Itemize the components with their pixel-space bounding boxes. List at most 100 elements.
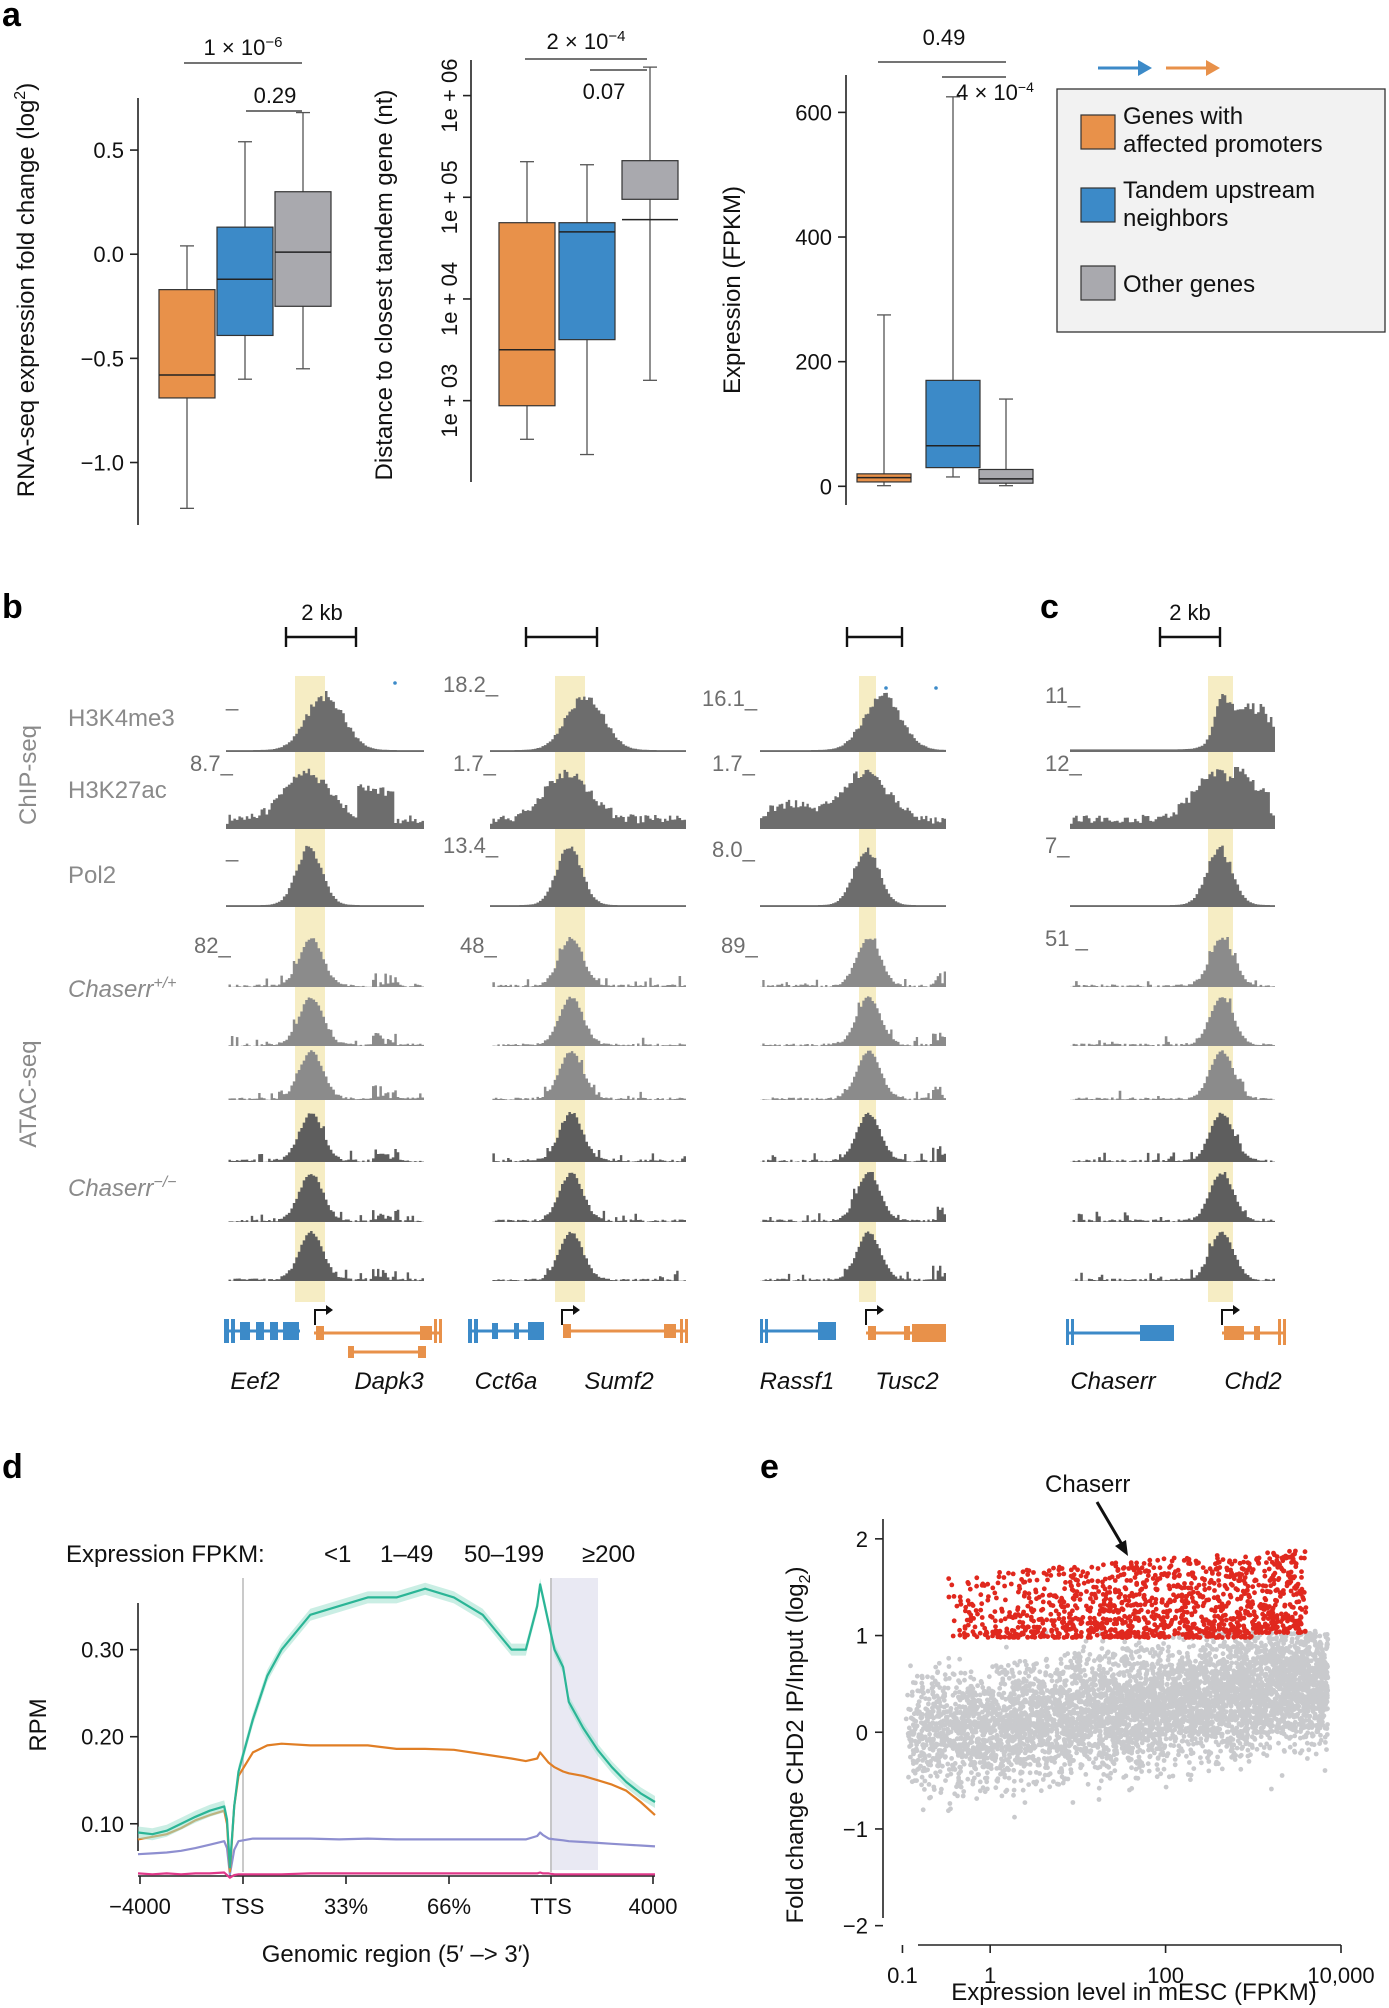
- scatter-point: [1027, 1762, 1033, 1767]
- scatter-point: [1083, 1772, 1089, 1777]
- scatter-point: [1082, 1709, 1088, 1715]
- scatter-point: [1113, 1744, 1119, 1750]
- boxplot2-boxes: [498, 66, 679, 456]
- scatter-point: [1221, 1641, 1227, 1647]
- scatter-point: [1276, 1740, 1281, 1746]
- atac-signal-track: [226, 1231, 424, 1281]
- legend-item-lt1: <1: [324, 1541, 351, 1568]
- scatter-xlabel: Expression level in mESC (FPKM): [951, 1979, 1316, 2006]
- scatter-point: [1136, 1648, 1141, 1654]
- ytick-label: −0.5: [81, 346, 124, 371]
- ytick-label: −2: [843, 1914, 868, 1939]
- scatter-point: [1093, 1699, 1099, 1705]
- scatter-point: [1087, 1702, 1093, 1707]
- scatter-point: [1096, 1785, 1102, 1791]
- scatter-point: [980, 1785, 986, 1791]
- scatter-point: [1091, 1760, 1096, 1765]
- scatter-point: [1106, 1660, 1112, 1665]
- scatter-point: [1209, 1719, 1215, 1725]
- scatter-point: [1100, 1638, 1105, 1644]
- scatter-point: [1065, 1651, 1071, 1657]
- scatter-point: [1211, 1732, 1217, 1738]
- scatter-point: [1154, 1719, 1160, 1725]
- scatter-point: [1057, 1746, 1063, 1752]
- scatter-point: [1154, 1726, 1160, 1731]
- scatter-point: [1118, 1698, 1124, 1704]
- scatter-point: [968, 1669, 974, 1675]
- scatter-point: [1237, 1741, 1243, 1746]
- scatter-point: [1187, 1760, 1192, 1765]
- boxplot-distance: Distance to closest tandem gene (nt) 1e …: [371, 28, 679, 482]
- atac-signal-track: [490, 1051, 686, 1100]
- scatter-point: [1068, 1734, 1074, 1740]
- scatter-point: [1259, 1679, 1265, 1685]
- scatter-point: [1146, 1768, 1152, 1774]
- scatter-point: [1186, 1741, 1191, 1747]
- scatter-point: [1226, 1675, 1232, 1681]
- scatter-point: [1106, 1764, 1112, 1770]
- gene-label-cct6a: Cct6a: [475, 1368, 538, 1395]
- scatter-point: [979, 1680, 985, 1686]
- scatter-point: [1264, 1741, 1270, 1747]
- scatter-point: [1183, 1661, 1189, 1666]
- boxplot1-boxes: [158, 111, 332, 509]
- scatter-point: [1314, 1706, 1320, 1711]
- scatter-point: [1267, 1669, 1273, 1674]
- scatter-point: [1192, 1736, 1198, 1742]
- scatter-point: [1062, 1681, 1068, 1686]
- scatter-point: [998, 1664, 1004, 1670]
- scatter-point: [986, 1674, 992, 1680]
- scatter-point: [1177, 1650, 1183, 1656]
- scatter-point: [1228, 1735, 1234, 1741]
- scatter-point: [1000, 1763, 1006, 1768]
- scatter-point: [1198, 1755, 1203, 1760]
- scatter-point: [1290, 1703, 1295, 1709]
- scatter-point: [1265, 1702, 1271, 1708]
- gene-label-sumf2: Sumf2: [584, 1368, 653, 1395]
- row-label-wt: Chaserr+/+: [68, 975, 177, 1003]
- scatter-point: [1264, 1692, 1269, 1698]
- scatter-point: [1310, 1673, 1315, 1679]
- row-label-h3k27ac: H3K27ac: [68, 777, 167, 804]
- scatter-point: [1206, 1768, 1212, 1774]
- scatter-point: [1205, 1716, 1211, 1721]
- box-3: [274, 111, 332, 370]
- scatter-point: [1262, 1649, 1267, 1655]
- scatter-point: [1164, 1682, 1170, 1687]
- boxplot3-sig-top: 0.49: [923, 25, 966, 50]
- ytick-label: 2: [856, 1527, 868, 1552]
- scatter-point: [980, 1764, 986, 1770]
- scatter-point: [1237, 1648, 1242, 1653]
- scatter-point: [1068, 1770, 1074, 1776]
- scatter-point: [1315, 1649, 1321, 1654]
- scatter-point: [1081, 1644, 1087, 1650]
- atac-signal-track: [226, 997, 424, 1046]
- atac-signal-track: [490, 1231, 686, 1281]
- scatter-point: [1229, 1660, 1235, 1666]
- scatter-point: [1324, 1747, 1329, 1752]
- scatter-point: [1182, 1717, 1188, 1723]
- scatter-point: [1163, 1664, 1169, 1669]
- legend-item-50-199: 50–199: [464, 1541, 544, 1568]
- scatter-point: [1265, 1713, 1271, 1719]
- scatter-point: [1234, 1716, 1240, 1721]
- scatter-point: [1176, 1635, 1182, 1640]
- scatter-point: [1051, 1717, 1057, 1723]
- scatter-point: [1199, 1760, 1204, 1766]
- atac-signal-track: [490, 1112, 686, 1162]
- legend-item-ge200: ≥200: [582, 1541, 635, 1568]
- scatter-point: [1010, 1684, 1015, 1690]
- scatter-point: [1091, 1719, 1097, 1724]
- series-band-ge200: [138, 1578, 655, 1874]
- scatter-point: [1044, 1688, 1050, 1693]
- scatter-point: [1049, 1705, 1055, 1710]
- scatter-point: [1234, 1679, 1240, 1685]
- scatter-point: [907, 1744, 912, 1749]
- scatter-point: [1313, 1751, 1319, 1757]
- scatter-point: [997, 1722, 1002, 1728]
- scatter-point: [1272, 1666, 1277, 1672]
- scatter-point: [1325, 1722, 1330, 1727]
- scatter-point: [1074, 1704, 1079, 1710]
